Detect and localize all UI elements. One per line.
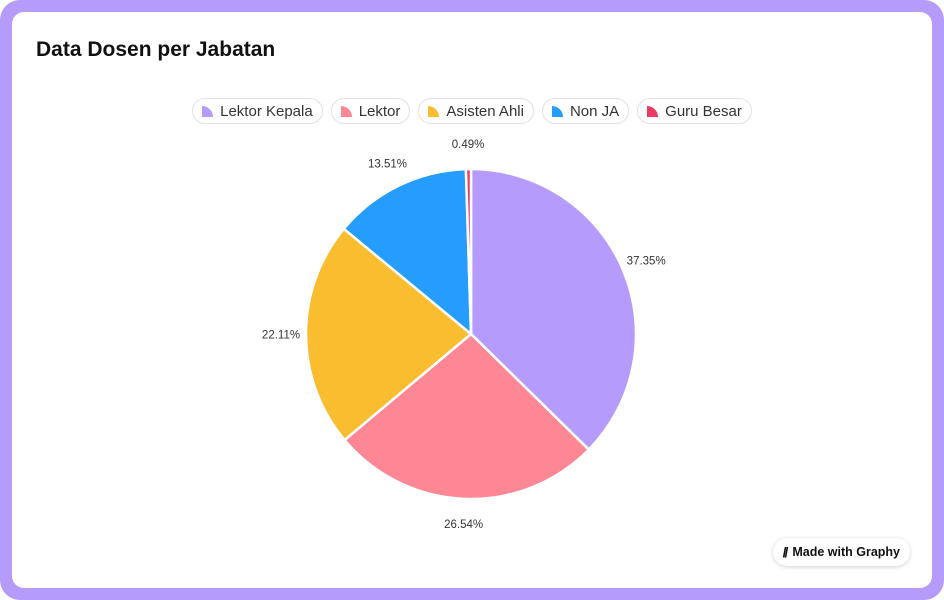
legend-swatch-icon: [202, 105, 214, 117]
legend-item[interactable]: Asisten Ahli: [418, 98, 534, 124]
slice-data-label: 0.49%: [452, 139, 485, 151]
legend-item[interactable]: Guru Besar: [637, 98, 752, 124]
slice-data-label: 37.35%: [627, 255, 666, 267]
pie-slice[interactable]: [304, 227, 473, 442]
chart-title: Data Dosen per Jabatan: [36, 38, 276, 61]
chart-card: Data Dosen per Jabatan Lektor Kepala Lekt…: [12, 12, 932, 588]
slice-data-label: 13.51%: [368, 158, 407, 170]
made-with-graphy-badge[interactable]: // Made with Graphy: [772, 538, 910, 566]
legend-label: Asisten Ahli: [446, 102, 524, 120]
legend-swatch-icon: [551, 105, 563, 117]
legend-swatch-icon: [428, 105, 440, 117]
slice-data-label: 26.54%: [444, 519, 483, 531]
legend-item[interactable]: Lektor Kepala: [192, 98, 323, 124]
legend-label: Lektor: [358, 102, 401, 120]
legend-swatch-icon: [647, 105, 659, 117]
legend-swatch-icon: [340, 105, 352, 117]
chart-legend: Lektor Kepala Lektor Asisten Ahli Non JA Gur…: [12, 98, 932, 124]
pie-slice[interactable]: [342, 167, 473, 336]
legend-item[interactable]: Non JA: [541, 98, 630, 124]
slice-data-label: 22.11%: [262, 330, 300, 342]
badge-label: Made with Graphy: [792, 545, 900, 559]
pie-slice[interactable]: [343, 332, 591, 501]
legend-label: Guru Besar: [665, 102, 742, 120]
legend-label: Lektor Kepala: [220, 102, 313, 120]
pie-slice[interactable]: [464, 167, 473, 336]
pie-chart: 37.35% 26.54% 22.11% 13.51% 0.49%: [262, 139, 666, 531]
legend-label: Non JA: [569, 102, 620, 120]
graphy-logo-icon: //: [782, 544, 789, 560]
pie-slice[interactable]: [469, 167, 638, 451]
legend-item[interactable]: Lektor: [330, 98, 411, 124]
